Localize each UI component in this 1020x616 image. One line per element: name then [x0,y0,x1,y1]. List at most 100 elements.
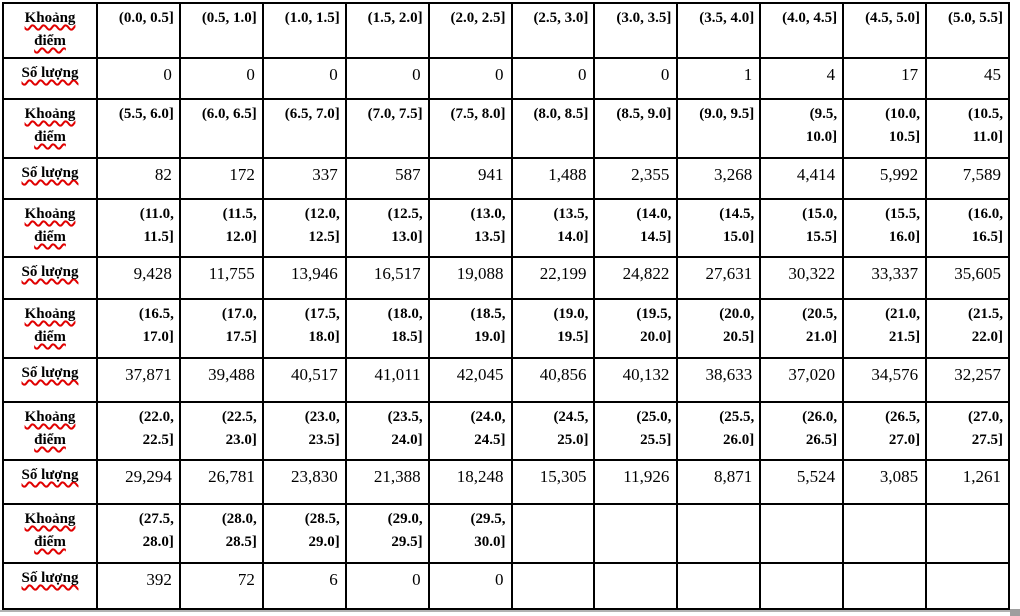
count-cell: 23,830 [261,459,347,505]
count-cell: 11,926 [593,459,679,505]
range-cell: (26.0, 26.5] [759,401,845,461]
count-cell: 8,871 [676,459,762,505]
count-cell: 40,517 [261,357,347,403]
count-cell: 27,631 [676,256,762,300]
count-value: 13,946 [290,264,338,283]
count-cell: 42,045 [427,357,513,403]
count-cell [842,562,928,610]
count-cell [925,562,1010,610]
range-cell: (7.5, 8.0] [427,98,513,159]
range-cell: (21.5, 22.0] [925,298,1010,359]
count-value: 9,428 [133,264,172,283]
count-cell [676,562,762,610]
range-value: (4.5, 5.0] [865,10,921,26]
count-cell: 3,085 [842,459,928,505]
count-cell: 13,946 [261,256,347,300]
count-cell: 39,488 [178,357,264,403]
count-cell: 6 [261,562,347,610]
range-cell [842,503,928,564]
row-label-cell: Số lượng [2,459,98,505]
count-value: 26,781 [208,467,255,486]
count-cell [759,562,845,610]
range-cell: (8.5, 9.0] [593,98,679,159]
row-label-count: Số lượng [21,570,79,586]
count-value: 0 [163,65,172,84]
range-value: (17.5, 18.0] [304,306,340,345]
count-value: 0 [577,65,587,84]
count-value: 21,388 [373,467,421,486]
count-value: 17 [901,65,919,84]
count-value: 29,294 [125,467,172,486]
range-value: (2.0, 2.5] [450,10,506,26]
count-cell: 4 [759,57,845,100]
count-cell: 35,605 [925,256,1010,300]
range-value: (16.5, 17.0] [138,306,174,345]
count-cell: 172 [178,157,264,200]
count-cell: 7,589 [925,157,1010,200]
count-value: 941 [478,165,504,184]
row-label-range: Khoảng điểm [24,306,76,345]
range-value: (5.5, 6.0] [118,106,174,122]
count-cell: 72 [178,562,264,610]
range-cell: (29.5, 30.0] [427,503,513,564]
count-value: 22,199 [539,264,587,283]
count-value: 8,871 [714,467,753,486]
range-cell: (23.5, 24.0] [344,401,430,461]
row-label-range: Khoảng điểm [24,106,76,145]
range-cell: (12.0, 12.5] [261,198,347,258]
count-value: 40,856 [539,365,587,384]
count-value: 40,517 [290,365,338,384]
count-value: 72 [237,570,255,589]
range-value: (27.5, 28.0] [138,511,174,550]
range-cell [759,503,845,564]
window-bottom-edge [0,610,1020,612]
count-cell: 29,294 [96,459,181,505]
range-cell: (28.5, 29.0] [261,503,347,564]
range-value: (12.0, 12.5] [304,206,340,245]
count-cell: 392 [96,562,181,610]
count-cell: 17 [842,57,928,100]
range-value: (29.0, 29.5] [387,511,423,550]
count-cell: 11,755 [178,256,264,300]
range-cell [676,503,762,564]
count-row: Số lượng 37,871 39,488 40,517 41,011 42,045 40… [2,357,1010,403]
count-cell: 40,132 [593,357,679,403]
range-value: (3.0, 3.5] [616,10,672,26]
count-cell: 0 [510,57,596,100]
count-cell: 41,011 [344,357,430,403]
range-value: (10.0, 10.5] [885,106,921,145]
count-cell: 21,388 [344,459,430,505]
row-label-count: Số lượng [21,365,79,381]
range-cell: (24.0, 24.5] [427,401,513,461]
range-value: (22.0, 22.5] [138,409,174,448]
count-value: 4 [826,65,836,84]
count-value: 16,517 [373,264,421,283]
range-value: (12.5, 13.0] [387,206,423,245]
range-value: (15.5, 16.0] [885,206,921,245]
range-cell: (7.0, 7.5] [344,98,430,159]
range-value: (18.0, 18.5] [387,306,423,345]
count-value: 392 [146,570,172,589]
row-label-range: Khoảng điểm [24,10,76,49]
range-value: (0.0, 0.5] [118,10,174,26]
count-row: Số lượng 0 0 0 0 0 0 0 1 4 17 45 [2,57,1010,100]
count-cell: 19,088 [427,256,513,300]
count-cell: 24,822 [593,256,679,300]
row-label-count: Số lượng [21,264,79,280]
range-cell: (6.5, 7.0] [261,98,347,159]
range-value: (28.5, 29.0] [304,511,340,550]
range-cell: (18.5, 19.0] [427,298,513,359]
row-label-range: Khoảng điểm [24,206,76,245]
score-table-body: Khoảng điểm (0.0, 0.5] (0.5, 1.0] (1.0, 1.5… [2,2,1010,610]
count-cell: 45 [925,57,1010,100]
range-cell: (25.0, 25.5] [593,401,679,461]
count-cell: 1,261 [925,459,1010,505]
count-value: 0 [412,65,421,84]
count-value: 35,605 [954,264,1001,283]
range-cell [925,503,1010,564]
count-value: 1,261 [962,467,1001,486]
range-cell: (5.5, 6.0] [96,98,181,159]
count-value: 0 [412,570,421,589]
range-cell: (23.0, 23.5] [261,401,347,461]
count-value: 39,488 [208,365,255,384]
